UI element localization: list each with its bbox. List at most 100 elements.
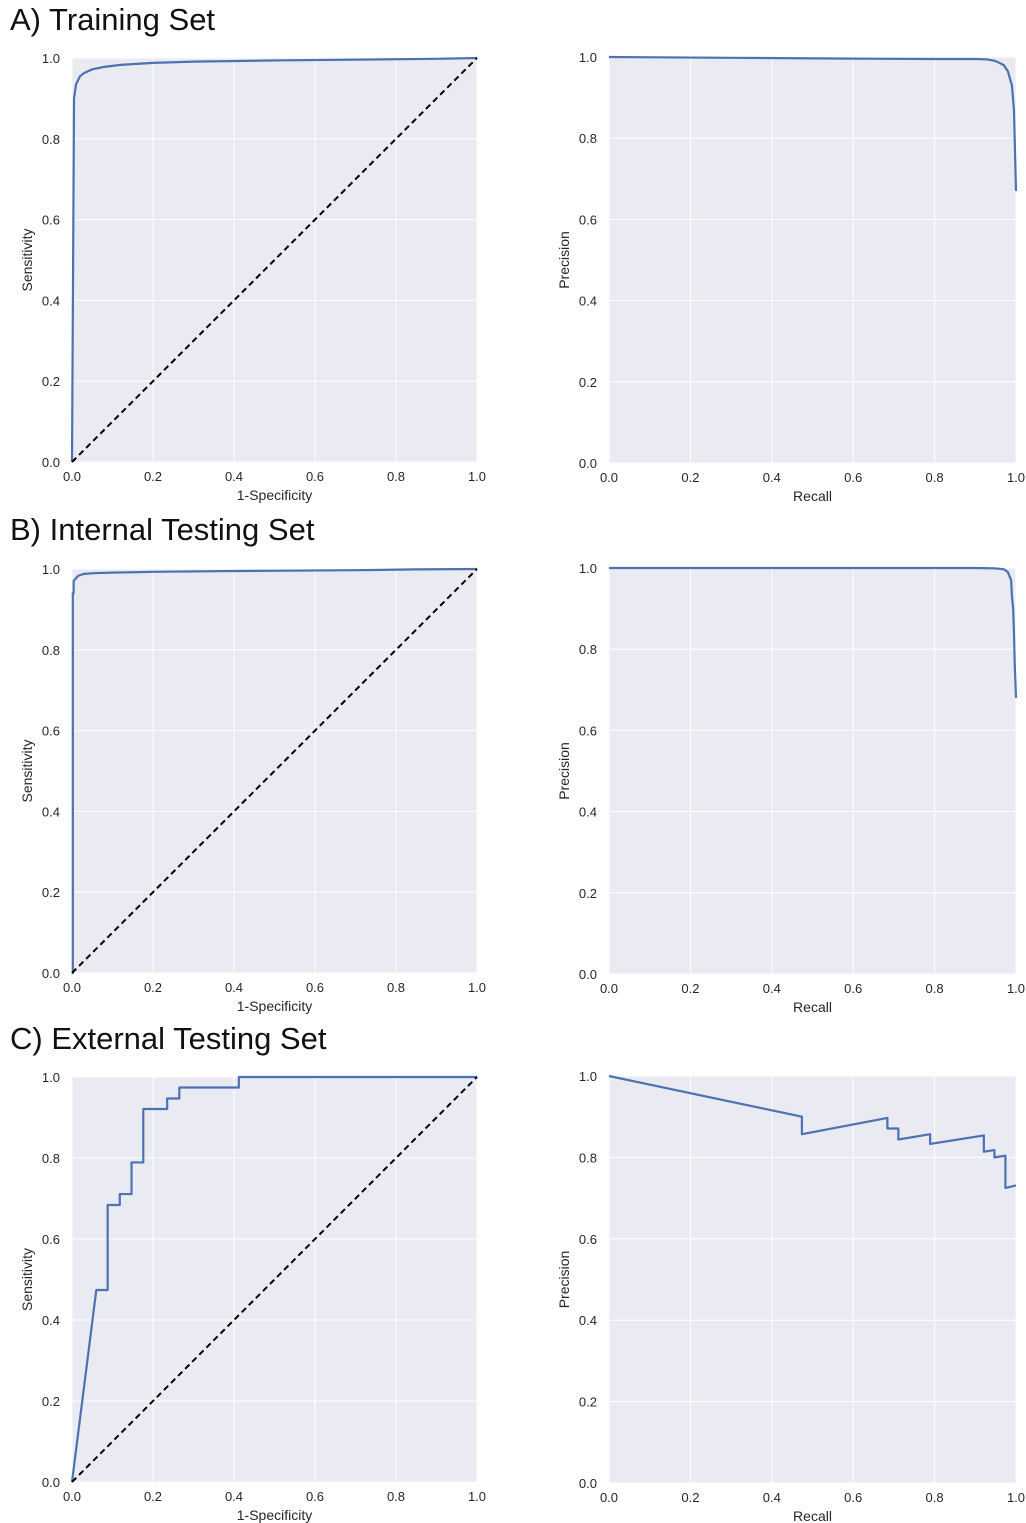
roc-chart-internal-y-tick-label: 1.0 [42, 562, 60, 577]
pr-chart-training-y-tick-label: 0.4 [579, 294, 597, 309]
pr-chart-external-y-tick-label: 1.0 [579, 1069, 597, 1084]
roc-chart-internal-curve-line [71, 567, 478, 975]
pr-chart-training-x-tick-label: 1.0 [1007, 470, 1025, 485]
pr-chart-external-x-tick-label: 0.2 [681, 1490, 699, 1505]
roc-chart-internal-x-tick-label: 0.4 [225, 980, 243, 995]
pr-chart-internal-y-tick-label: 0.4 [579, 805, 597, 820]
pr-chart-internal-y-tick-label: 1.0 [579, 561, 597, 576]
pr-chart-external-x-tick-label: 0.4 [763, 1490, 781, 1505]
pr-chart-training-x-tick-label: 0.0 [600, 470, 618, 485]
roc-chart-internal-y-tick-label: 0.6 [42, 724, 60, 739]
roc-chart-internal-x-tick-label: 0.2 [144, 980, 162, 995]
roc-chart-training-y-tick-label: 0.0 [42, 455, 60, 470]
pr-chart-external-x-tick-label: 0.8 [926, 1490, 944, 1505]
roc-chart-training-y-tick-label: 0.2 [42, 374, 60, 389]
roc-chart-external-x-tick-label: 1.0 [468, 1489, 486, 1504]
roc-chart-training-y-tick-label: 0.8 [42, 132, 60, 147]
pr-chart-training-x-tick-label: 0.2 [681, 470, 699, 485]
roc-chart-training-y-tick-label: 0.6 [42, 213, 60, 228]
roc-chart-internal-chance-diagonal [71, 568, 478, 974]
roc-chart-external-y-tick-label: 1.0 [42, 1070, 60, 1085]
roc-chart-training: 0.0 0.2 0.4 0.6 0.8 1.0 0.0 0.2 0.4 0.6 0.8 1.0 1-Sp… [19, 51, 486, 503]
roc-chart-external-y-axis-label: Sensitivity [19, 1248, 35, 1311]
pr-chart-training-curve-line [608, 55, 1018, 192]
pr-chart-training-plot-area [609, 57, 1016, 463]
pr-chart-internal-plot-area [609, 568, 1016, 974]
pr-chart-external-x-axis-label: Recall [793, 1508, 832, 1523]
roc-chart-training-x-tick-label: 0.8 [387, 469, 405, 484]
roc-chart-internal-x-tick-label: 0.6 [306, 980, 324, 995]
roc-chart-training-x-tick-label: 0.2 [144, 469, 162, 484]
roc-chart-external-y-tick-label: 0.2 [42, 1394, 60, 1409]
roc-chart-external-x-tick-label: 0.2 [144, 1489, 162, 1504]
pr-chart-external-y-axis-label: Precision [556, 1251, 572, 1309]
pr-chart-training-y-axis-label: Precision [556, 231, 572, 289]
pr-chart-internal-x-tick-label: 0.8 [926, 981, 944, 996]
pr-chart-external-y-tick-label: 0.6 [579, 1232, 597, 1247]
pr-chart-internal-x-tick-label: 0.4 [763, 981, 781, 996]
pr-chart-internal-x-tick-label: 0.0 [600, 981, 618, 996]
roc-chart-training-curve-line [70, 56, 478, 463]
pr-chart-external-y-tick-label: 0.4 [579, 1313, 597, 1328]
pr-chart-internal: 0.0 0.2 0.4 0.6 0.8 1.0 0.0 0.2 0.4 0.6 0.8 1.0 Reca… [556, 561, 1025, 1015]
roc-chart-training-x-tick-label: 1.0 [468, 469, 486, 484]
roc-chart-external-y-tick-label: 0.6 [42, 1232, 60, 1247]
roc-chart-external: 0.0 0.2 0.4 0.6 0.8 1.0 0.0 0.2 0.4 0.6 0.8 1.0 1-Sp… [19, 1070, 486, 1523]
roc-chart-internal-x-tick-label: 0.8 [387, 980, 405, 995]
roc-chart-external-x-axis-label: 1-Specificity [237, 1507, 312, 1523]
pr-chart-training-y-tick-label: 0.2 [579, 375, 597, 390]
pr-chart-training-x-tick-label: 0.6 [844, 470, 862, 485]
pr-chart-external-plot-area [609, 1076, 1016, 1483]
pr-chart-external-x-tick-label: 0.6 [844, 1490, 862, 1505]
roc-chart-external-x-tick-label: 0.6 [306, 1489, 324, 1504]
roc-chart-external-chance-diagonal [71, 1076, 478, 1483]
pr-chart-internal-y-tick-label: 0.0 [579, 967, 597, 982]
section-title-c: C) External Testing Set [10, 1021, 327, 1056]
pr-chart-internal-y-tick-label: 0.2 [579, 886, 597, 901]
pr-chart-external-x-tick-label: 1.0 [1007, 1490, 1025, 1505]
roc-chart-training-x-tick-label: 0.0 [63, 469, 81, 484]
roc-chart-internal-x-tick-label: 0.0 [63, 980, 81, 995]
pr-chart-external-x-tick-label: 0.0 [600, 1490, 618, 1505]
roc-chart-external-x-tick-label: 0.8 [387, 1489, 405, 1504]
pr-chart-training-y-tick-label: 0.6 [579, 212, 597, 227]
pr-chart-training: 0.0 0.2 0.4 0.6 0.8 1.0 0.0 0.2 0.4 0.6 0.8 1.0 Reca… [556, 50, 1025, 504]
roc-chart-internal: 0.0 0.2 0.4 0.6 0.8 1.0 0.0 0.2 0.4 0.6 0.8 1.0 1-Sp… [19, 562, 486, 1014]
pr-chart-internal-x-tick-label: 0.6 [844, 981, 862, 996]
pr-chart-internal-curve-line [609, 566, 1018, 698]
pr-chart-training-x-tick-label: 0.4 [763, 470, 781, 485]
pr-chart-training-y-tick-label: 0.8 [579, 131, 597, 146]
roc-chart-external-y-tick-label: 0.8 [42, 1151, 60, 1166]
pr-chart-internal-y-tick-label: 0.8 [579, 642, 597, 657]
roc-chart-internal-y-tick-label: 0.2 [42, 885, 60, 900]
pr-chart-internal-x-axis-label: Recall [793, 999, 832, 1015]
roc-chart-training-chance-diagonal [71, 57, 478, 463]
roc-chart-internal-x-axis-label: 1-Specificity [237, 998, 312, 1014]
pr-chart-training-y-tick-label: 0.0 [579, 456, 597, 471]
pr-chart-internal-x-tick-label: 0.2 [681, 981, 699, 996]
pr-chart-internal-y-axis-label: Precision [556, 742, 572, 800]
roc-chart-internal-y-tick-label: 0.0 [42, 966, 60, 981]
roc-chart-training-x-axis-label: 1-Specificity [237, 487, 312, 503]
roc-chart-training-x-tick-label: 0.6 [306, 469, 324, 484]
roc-chart-external-y-tick-label: 0.4 [42, 1313, 60, 1328]
roc-chart-internal-x-tick-label: 1.0 [468, 980, 486, 995]
roc-chart-internal-y-tick-label: 0.8 [42, 643, 60, 658]
pr-chart-external-y-tick-label: 0.0 [579, 1476, 597, 1491]
roc-chart-internal-y-tick-label: 0.4 [42, 804, 60, 819]
roc-chart-training-x-tick-label: 0.4 [225, 469, 243, 484]
pr-chart-internal-x-tick-label: 1.0 [1007, 981, 1025, 996]
roc-chart-external-x-tick-label: 0.4 [225, 1489, 243, 1504]
pr-chart-training-y-tick-label: 1.0 [579, 50, 597, 65]
roc-chart-training-y-tick-label: 0.4 [42, 293, 60, 308]
pr-chart-external-curve-line [608, 1074, 1017, 1190]
section-title-b: B) Internal Testing Set [10, 512, 315, 547]
roc-chart-external-x-tick-label: 0.0 [63, 1489, 81, 1504]
pr-chart-external-y-tick-label: 0.2 [579, 1395, 597, 1410]
section-title-a: A) Training Set [10, 2, 216, 37]
pr-chart-external-y-tick-label: 0.8 [579, 1150, 597, 1165]
pr-chart-training-x-axis-label: Recall [793, 488, 832, 504]
roc-chart-training-y-tick-label: 1.0 [42, 51, 60, 66]
roc-chart-training-y-axis-label: Sensitivity [19, 228, 35, 291]
